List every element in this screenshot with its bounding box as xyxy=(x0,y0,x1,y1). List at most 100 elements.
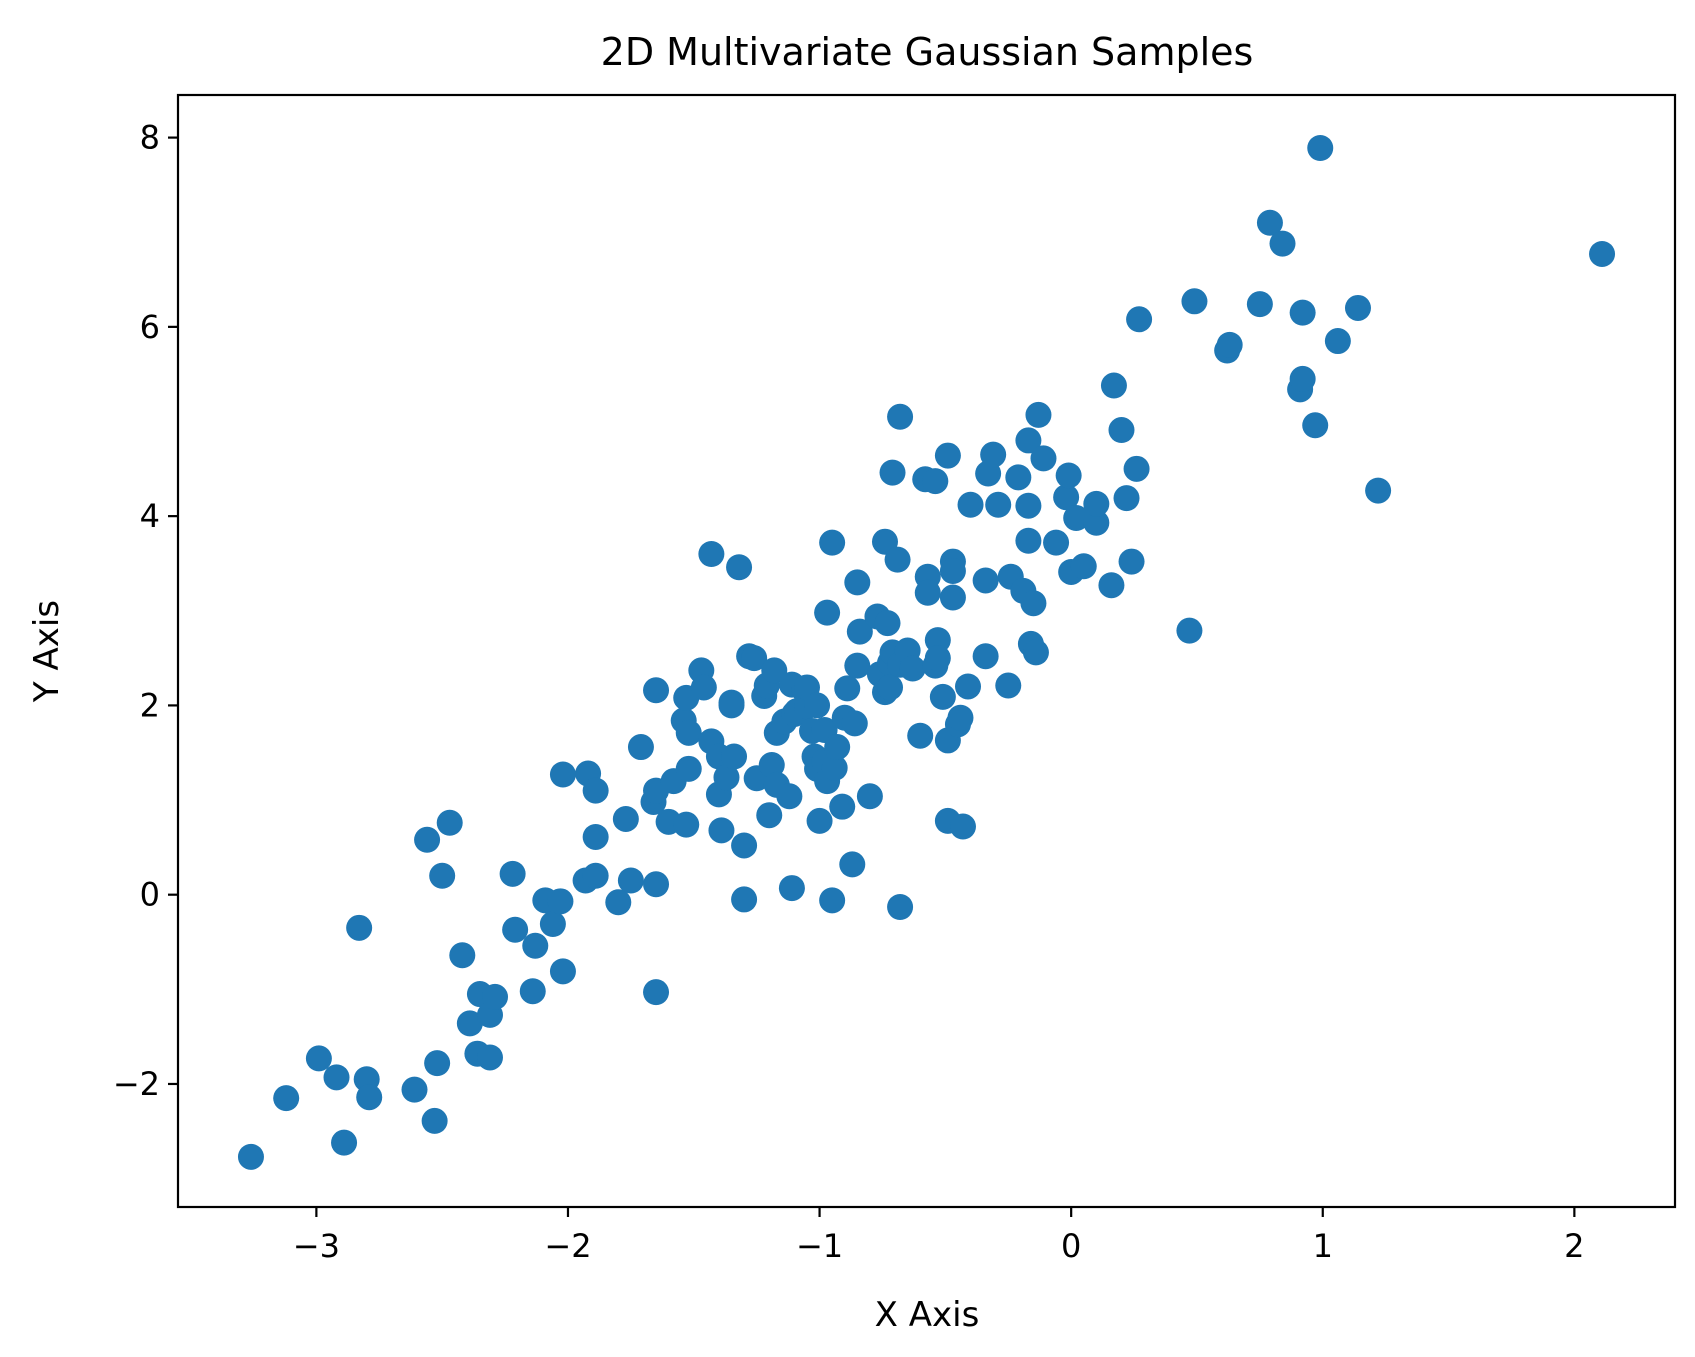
data-point xyxy=(1246,291,1273,318)
data-point xyxy=(841,710,868,737)
data-point xyxy=(1083,509,1110,536)
data-point xyxy=(834,675,861,702)
data-point xyxy=(582,862,609,889)
data-point xyxy=(673,811,700,838)
data-point xyxy=(273,1085,300,1112)
data-point xyxy=(877,674,904,701)
x-axis-label: X Axis xyxy=(875,1295,980,1335)
data-point xyxy=(1589,240,1616,267)
data-point xyxy=(1344,294,1371,321)
data-point xyxy=(884,546,911,573)
data-point xyxy=(1113,485,1140,512)
x-tick-label: 1 xyxy=(1313,1227,1333,1265)
x-tick-label: −1 xyxy=(796,1227,843,1265)
data-point xyxy=(1043,529,1070,556)
data-point xyxy=(414,826,441,853)
data-point xyxy=(874,610,901,637)
data-point xyxy=(1365,477,1392,504)
data-point xyxy=(846,618,873,645)
y-tick-label: 2 xyxy=(140,686,160,724)
data-point xyxy=(907,722,934,749)
data-point xyxy=(887,894,914,920)
y-axis-ticks: −2 0 2 4 6 8 xyxy=(113,119,178,1103)
data-point xyxy=(1025,401,1052,428)
data-point xyxy=(821,754,848,781)
data-point xyxy=(643,979,670,1006)
data-point xyxy=(1118,548,1145,575)
data-point xyxy=(627,734,654,761)
plot-area-frame xyxy=(176,93,1677,1209)
data-point xyxy=(1324,328,1351,355)
data-point xyxy=(985,491,1012,518)
data-point xyxy=(522,932,549,959)
data-point xyxy=(856,783,883,810)
data-point xyxy=(1216,331,1243,358)
data-point xyxy=(1055,462,1082,489)
data-point xyxy=(761,657,788,684)
data-point xyxy=(1098,572,1125,599)
data-point xyxy=(1070,553,1097,580)
data-point xyxy=(819,529,846,556)
data-point xyxy=(806,807,833,834)
x-axis-ticks: −3 −2 −1 0 1 2 xyxy=(293,1207,1585,1265)
data-point xyxy=(713,764,740,791)
data-point xyxy=(957,491,984,518)
data-point xyxy=(731,832,758,859)
chart-title: 2D Multivariate Gaussian Samples xyxy=(601,30,1254,74)
data-point xyxy=(955,673,982,700)
data-point xyxy=(844,652,871,679)
x-tick-label: −3 xyxy=(293,1227,340,1265)
data-point xyxy=(776,783,803,810)
data-point xyxy=(899,655,926,682)
data-point xyxy=(726,554,753,581)
y-axis-label: Y Axis xyxy=(27,600,67,703)
data-point xyxy=(1063,505,1090,532)
data-point xyxy=(1020,590,1047,617)
x-tick-label: 0 xyxy=(1061,1227,1081,1265)
data-point xyxy=(499,860,526,887)
data-point xyxy=(1022,639,1049,666)
data-point xyxy=(449,942,476,969)
data-point xyxy=(1108,417,1135,444)
data-point xyxy=(972,567,999,594)
data-point xyxy=(456,1010,483,1037)
data-point xyxy=(605,889,632,916)
data-point xyxy=(887,403,914,430)
data-point xyxy=(643,677,670,704)
y-tick-label: 4 xyxy=(140,497,160,535)
data-point xyxy=(549,958,576,985)
data-point xyxy=(401,1076,428,1103)
y-tick-label: 0 xyxy=(140,876,160,914)
data-point xyxy=(1289,299,1316,326)
data-point xyxy=(643,871,670,898)
scatter-points xyxy=(237,135,1616,1170)
data-point xyxy=(1176,617,1203,644)
y-tick-label: 8 xyxy=(140,119,160,157)
data-point xyxy=(1030,445,1057,472)
data-point xyxy=(829,793,856,820)
data-point xyxy=(778,875,805,902)
data-point xyxy=(980,441,1007,468)
data-point xyxy=(429,862,456,889)
data-point xyxy=(939,558,966,585)
data-point xyxy=(741,645,768,672)
x-tick-label: −2 xyxy=(544,1227,591,1265)
data-point xyxy=(617,867,644,894)
data-point xyxy=(731,886,758,913)
data-point xyxy=(949,813,976,840)
data-point xyxy=(924,627,951,654)
data-point xyxy=(612,805,639,832)
data-point xyxy=(879,459,906,486)
data-point xyxy=(708,817,735,844)
data-point xyxy=(305,1045,332,1072)
data-point xyxy=(582,823,609,850)
data-point xyxy=(839,851,866,878)
data-point xyxy=(972,643,999,670)
data-point xyxy=(934,442,961,469)
data-point xyxy=(804,692,831,719)
y-tick-label: 6 xyxy=(140,308,160,346)
data-point xyxy=(1015,427,1042,454)
data-point xyxy=(756,802,783,829)
y-tick-label: −2 xyxy=(113,1065,160,1103)
